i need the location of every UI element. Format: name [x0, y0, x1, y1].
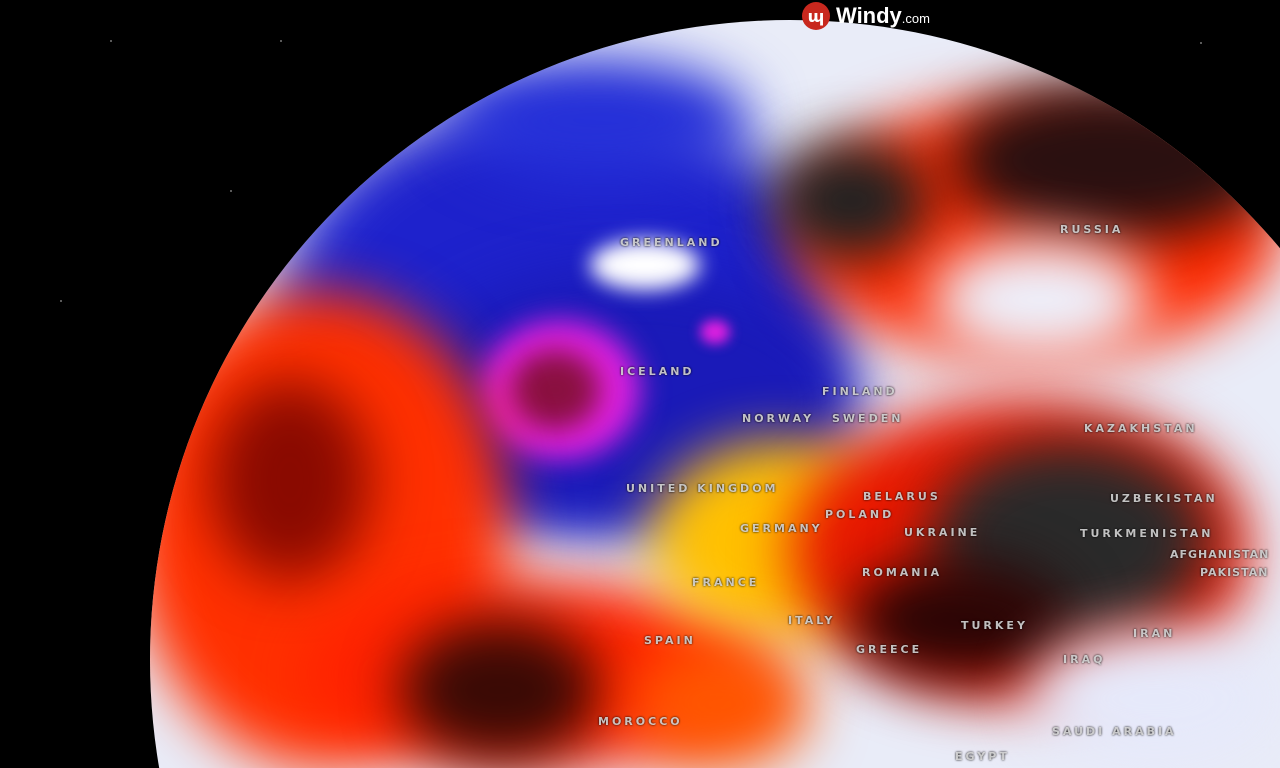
country-label: SWEDEN — [832, 412, 904, 425]
country-label: FRANCE — [692, 576, 760, 589]
country-label: GERMANY — [740, 522, 823, 535]
country-label: ICELAND — [620, 365, 695, 378]
country-label: FINLAND — [822, 385, 898, 398]
neutral-zone — [590, 240, 700, 290]
country-label: EGYPT — [955, 750, 1010, 763]
country-label: IRAN — [1133, 627, 1176, 640]
brand-name: Windy — [836, 3, 902, 28]
country-label: GREENLAND — [620, 236, 723, 249]
hot-anomaly — [770, 140, 930, 260]
warm-anomaly — [210, 380, 370, 580]
country-label: AFGHANISTAN — [1170, 548, 1270, 561]
cold-anomaly — [450, 60, 750, 180]
country-label: MOROCCO — [598, 715, 683, 728]
country-label: SPAIN — [644, 634, 696, 647]
hot-anomaly — [950, 80, 1280, 240]
country-label: NORWAY — [742, 412, 815, 425]
country-label: POLAND — [825, 508, 895, 521]
country-label: SAUDI ARABIA — [1052, 725, 1177, 738]
country-label: UZBEKISTAN — [1110, 492, 1218, 505]
warm-anomaly — [630, 640, 810, 768]
country-label: KAZAKHSTAN — [1084, 422, 1198, 435]
star — [280, 40, 282, 42]
star — [230, 190, 232, 192]
country-label: ROMANIA — [862, 566, 943, 579]
neutral-zone — [930, 240, 1150, 360]
star — [60, 300, 62, 302]
star — [1200, 42, 1202, 44]
star — [110, 40, 112, 42]
very-cold-core — [700, 320, 730, 344]
country-label: UNITED KINGDOM — [626, 482, 779, 495]
country-label: TURKEY — [961, 619, 1028, 632]
storm-core — [510, 350, 600, 430]
windy-logo-icon: ɰ — [802, 2, 830, 30]
country-label: BELARUS — [863, 490, 941, 503]
windy-logo-text: Windy.com — [836, 3, 930, 29]
country-label: ITALY — [788, 614, 836, 627]
windy-logo[interactable]: ɰ Windy.com — [802, 2, 930, 30]
country-label: GREECE — [856, 643, 923, 656]
hot-anomaly — [400, 620, 600, 760]
hot-anomaly — [850, 560, 1070, 680]
brand-suffix: .com — [901, 11, 930, 26]
country-label: RUSSIA — [1060, 223, 1124, 236]
country-label: UKRAINE — [904, 526, 981, 539]
country-label: IRAQ — [1063, 653, 1106, 666]
country-label: TURKMENISTAN — [1080, 527, 1214, 540]
neutral-zone — [1030, 630, 1280, 768]
country-label: PAKISTAN — [1200, 566, 1269, 579]
